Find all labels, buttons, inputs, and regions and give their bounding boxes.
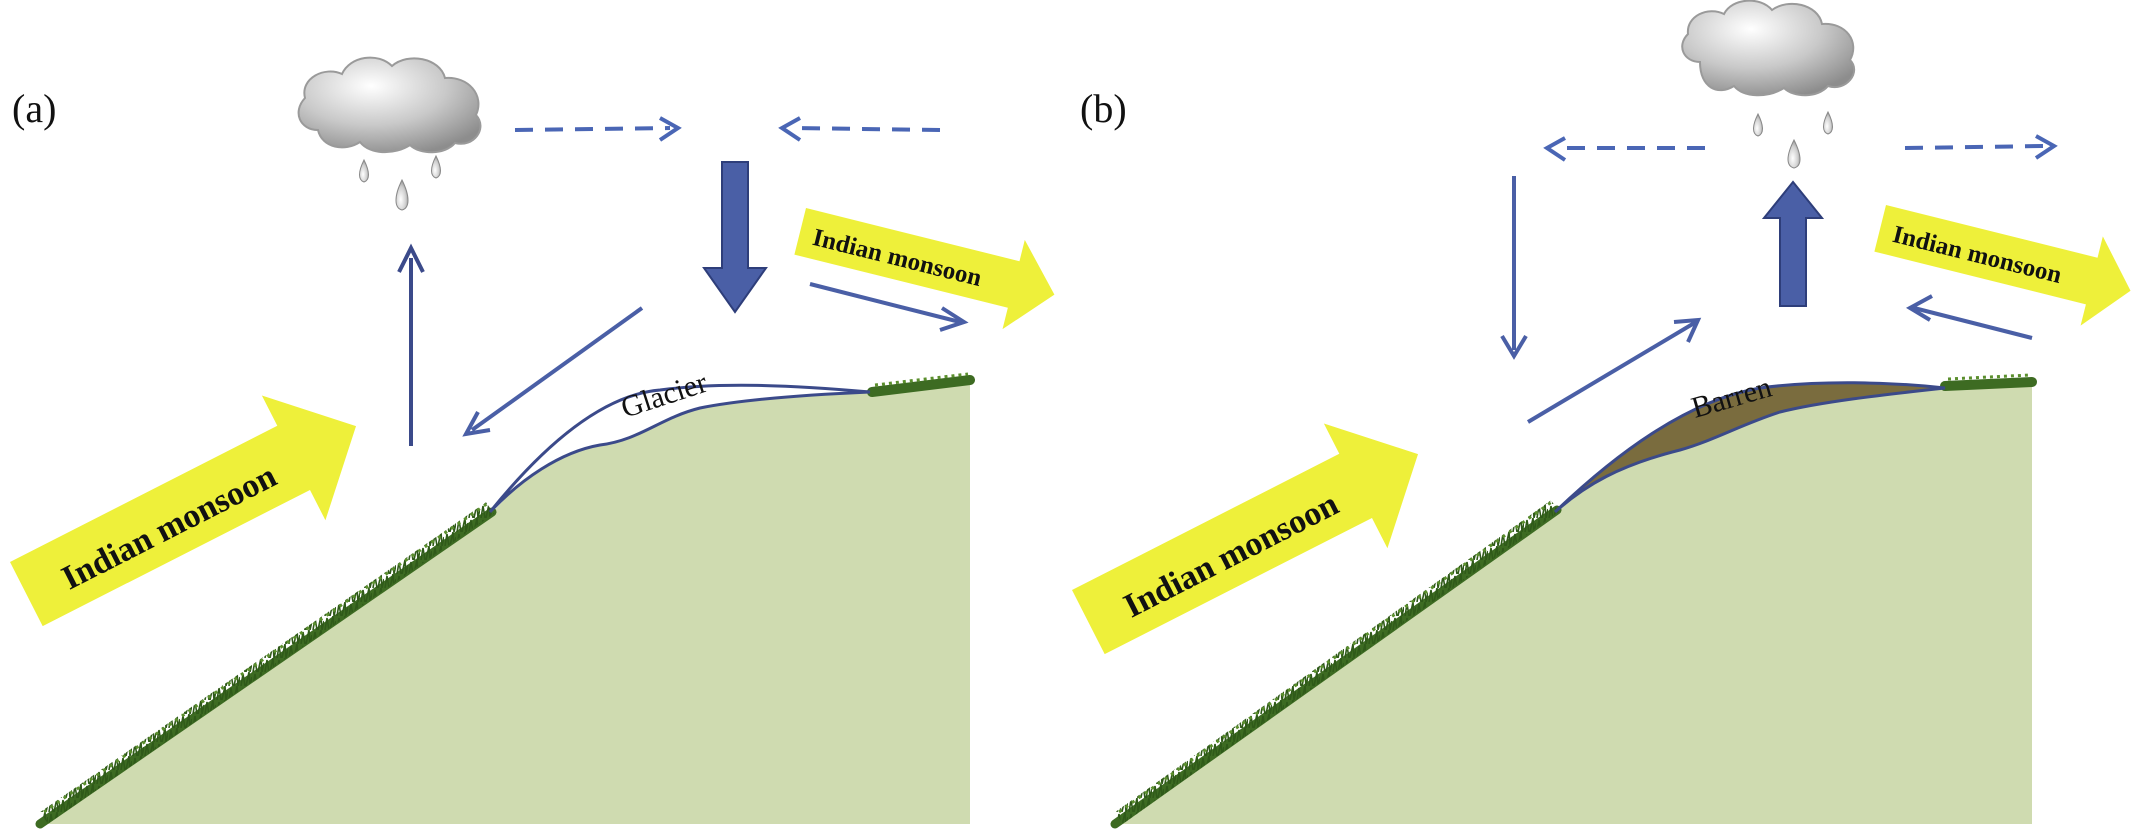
inflow-wind-arrow [1905, 294, 2033, 340]
panel-a: (a) Glacier [10, 56, 1055, 829]
grass-strip-icon [1940, 373, 2037, 391]
monsoon-arrow-lee: Indian monsoon [1874, 205, 2131, 326]
rain-cloud-icon [1681, 0, 1856, 169]
downslope-wind-arrow [462, 306, 644, 437]
outflow-wind-arrow [809, 282, 969, 332]
dashed-arrow-right [514, 116, 682, 142]
grass-strip-icon [867, 372, 975, 397]
convection-arrow [1761, 180, 1825, 307]
upslope-wind-arrow [1526, 317, 1702, 424]
panel-a-hill [42, 380, 970, 824]
rain-cloud-icon [297, 56, 482, 211]
glacier-shape [488, 383, 871, 514]
panel-b-hill [1118, 382, 2032, 824]
monsoon-arrow-lee: Indian monsoon [794, 208, 1055, 330]
dashed-arrow-right [1904, 134, 2058, 160]
grass-strip-icon [1110, 499, 1562, 829]
panel-b-label: (b) [1080, 86, 1127, 131]
subsidence-arrow [702, 161, 768, 314]
descending-arrow [1500, 176, 1528, 360]
panel-b: (b) Barren [1072, 0, 2131, 829]
panel-a-label: (a) [12, 86, 56, 131]
barren-shape [1553, 381, 1946, 514]
dashed-arrow-left [778, 116, 941, 142]
dashed-arrow-left [1543, 136, 1705, 162]
updraft-arrow [397, 243, 425, 446]
grass-strip-icon [35, 501, 497, 829]
